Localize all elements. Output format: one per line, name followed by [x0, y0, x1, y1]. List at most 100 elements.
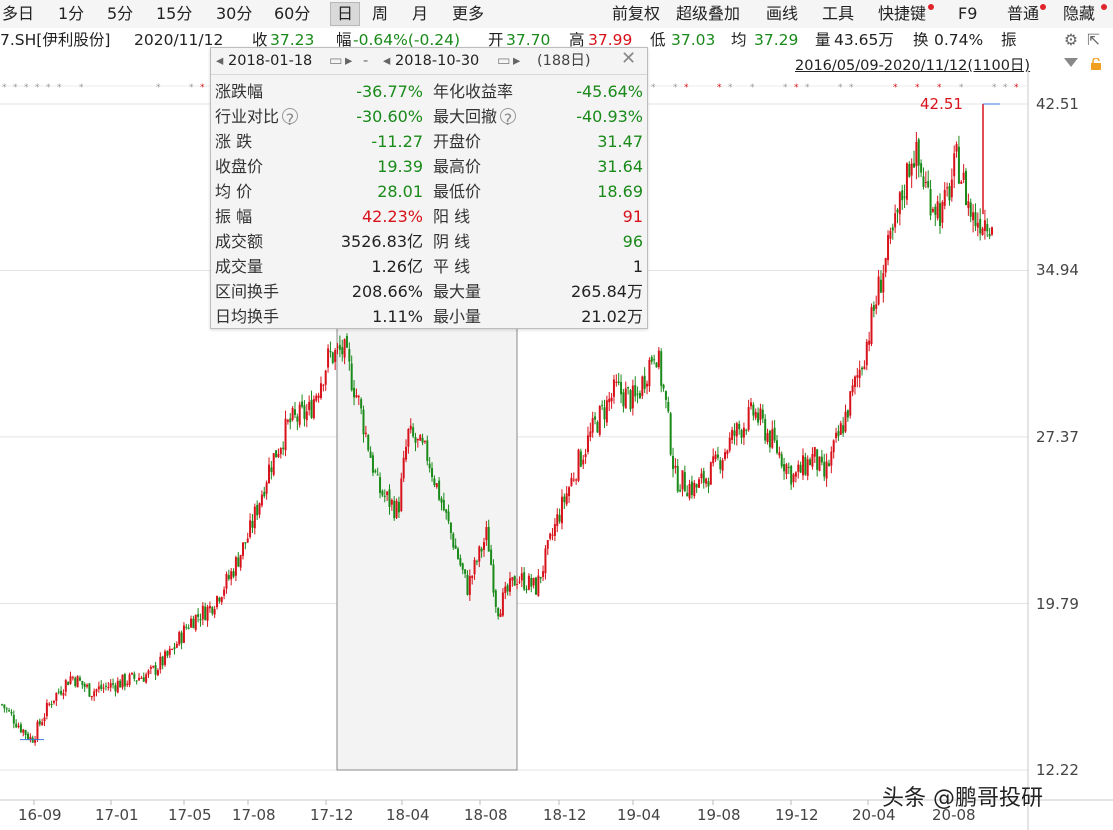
- candle-body: [908, 164, 911, 177]
- period-tab[interactable]: 月: [412, 4, 429, 23]
- toolbar-button[interactable]: F9: [958, 4, 978, 23]
- candle-body: [208, 605, 211, 609]
- stat-value: 265.84万: [571, 282, 643, 301]
- period-tab[interactable]: 周: [372, 4, 389, 23]
- stats-row: 成交额 3526.83亿阴 线 96: [211, 229, 647, 254]
- candle-body: [816, 449, 819, 470]
- candle-body: [267, 464, 270, 484]
- candle-body: [960, 181, 963, 184]
- calendar-icon[interactable]: ▭: [329, 53, 343, 69]
- stats-row: 涨 跌 -11.27 开盘价 31.47: [211, 129, 647, 154]
- candle-body: [293, 409, 296, 415]
- toolbar-button[interactable]: 前复权: [612, 4, 661, 23]
- x-tick-label: 17-01: [95, 806, 139, 824]
- next-end-arrow-icon[interactable]: ▸: [513, 53, 521, 69]
- candle-body: [620, 382, 623, 395]
- toolbar-button[interactable]: 超级叠加: [676, 4, 741, 23]
- stat-value: 28.01: [377, 182, 423, 201]
- candle-body: [308, 401, 311, 410]
- candle-body: [582, 459, 585, 465]
- toolbar-button[interactable]: 隐藏: [1063, 4, 1096, 23]
- period-tab[interactable]: 15分: [156, 4, 193, 23]
- candle-body: [804, 457, 807, 475]
- period-tab[interactable]: 5分: [107, 4, 134, 23]
- help-icon[interactable]: ?: [500, 108, 517, 129]
- candle-body: [225, 573, 228, 589]
- candle-body: [579, 451, 582, 467]
- candle-body: [206, 606, 209, 621]
- close-icon[interactable]: ✕: [621, 48, 637, 69]
- period-tab[interactable]: 60分: [274, 4, 311, 23]
- event-mark: *: [79, 83, 84, 93]
- calendar-icon[interactable]: ▭: [497, 53, 511, 69]
- candle-body: [187, 627, 190, 629]
- candle-body: [227, 575, 230, 580]
- settings-gear-icon[interactable]: ⚙: [1064, 31, 1078, 49]
- lock-icon[interactable]: [1090, 58, 1102, 70]
- info-high-value: 37.99: [588, 31, 633, 49]
- candle-body: [379, 477, 382, 494]
- candle-body: [929, 188, 932, 216]
- candle-body: [334, 349, 337, 362]
- notification-dot: [928, 4, 934, 10]
- period-tab[interactable]: 30分: [216, 4, 253, 23]
- candle-body: [475, 561, 478, 563]
- prev-start-arrow-icon[interactable]: ◂: [216, 53, 224, 69]
- candle-body: [563, 496, 566, 503]
- candle-body: [568, 487, 571, 497]
- period-tab[interactable]: 更多: [452, 4, 485, 23]
- candle-body: [289, 418, 292, 423]
- candle-body: [634, 385, 637, 397]
- help-icon[interactable]: ?: [282, 108, 299, 129]
- candle-body: [534, 577, 537, 595]
- toolbar-button[interactable]: 工具: [822, 4, 855, 23]
- candle-body: [551, 534, 554, 536]
- candle-body: [405, 446, 408, 460]
- candle-body: [409, 425, 412, 430]
- candle-body: [218, 597, 221, 602]
- event-mark: *: [651, 83, 656, 93]
- period-tab[interactable]: 1分: [58, 4, 85, 23]
- candle-body: [286, 420, 289, 422]
- stat-label: 行业对比?: [215, 106, 299, 129]
- export-icon[interactable]: ⇱: [1087, 31, 1100, 49]
- candle-body: [86, 684, 89, 687]
- stat-value: 96: [622, 232, 643, 251]
- notification-dot: [1101, 4, 1107, 10]
- period-tab[interactable]: 多日: [2, 4, 35, 23]
- prev-end-arrow-icon[interactable]: ◂: [383, 53, 391, 69]
- dropdown-triangle-icon[interactable]: [1064, 58, 1078, 67]
- candle-body: [667, 401, 670, 412]
- date-range-selector[interactable]: 2016/05/09-2020/11/12(1100日): [795, 58, 1031, 74]
- candle-body: [903, 196, 906, 198]
- candle-body: [45, 702, 48, 717]
- candle-body: [742, 427, 745, 438]
- toolbar-button[interactable]: 画线: [766, 4, 799, 23]
- period-tab[interactable]: 日: [330, 2, 361, 26]
- stat-label: 最高价: [433, 157, 482, 176]
- candle-body: [965, 170, 968, 205]
- next-start-arrow-icon[interactable]: ▸: [345, 53, 353, 69]
- candle-body: [787, 466, 790, 468]
- candle-body: [201, 605, 204, 620]
- candle-body: [716, 454, 719, 458]
- candle-body: [858, 369, 861, 379]
- toolbar-button[interactable]: 普通: [1007, 4, 1040, 23]
- info-volume-label: 量: [815, 31, 831, 49]
- candle-body: [71, 677, 74, 679]
- candle-body: [553, 524, 556, 536]
- x-tick-label: 18-04: [386, 806, 430, 824]
- candle-body: [683, 472, 686, 492]
- start-date[interactable]: 2018-01-18: [228, 53, 313, 69]
- candle-body: [936, 201, 939, 219]
- end-date[interactable]: 2018-10-30: [395, 53, 480, 69]
- candle-body: [452, 533, 455, 548]
- candle-body: [785, 464, 788, 474]
- candle-body: [487, 527, 490, 552]
- candle-body: [617, 381, 620, 383]
- event-mark: *: [959, 83, 964, 93]
- candle-body: [657, 350, 660, 368]
- toolbar-button[interactable]: 快捷键: [878, 4, 927, 23]
- candle-body: [386, 491, 389, 496]
